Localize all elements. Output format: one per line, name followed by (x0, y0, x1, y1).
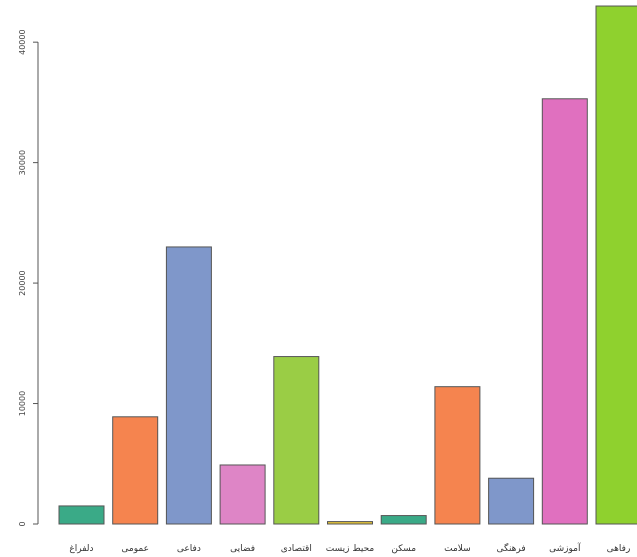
y-tick-label: 0 (18, 521, 27, 526)
bar (380, 515, 427, 525)
x-tick-label: فرهنگی (496, 542, 525, 554)
y-axis: 0 10000 20000 30000 40000 (18, 29, 39, 527)
x-tick-label: اقتصادی (281, 544, 312, 554)
x-tick-label: سلامت (444, 544, 471, 554)
bar (219, 464, 266, 525)
bar (595, 5, 637, 525)
bar (58, 505, 105, 525)
y-tick-label: 20000 (18, 270, 27, 295)
x-tick-label: دلفراغ (69, 544, 93, 554)
x-axis-labels: دلفراغ عمومی دفاعی فضایی اقتصادی محیط زیست مسک… (69, 542, 630, 554)
bar (541, 98, 588, 525)
x-tick-label: محیط زیست (326, 544, 375, 554)
bar (273, 356, 320, 525)
y-tick-label: 40000 (18, 29, 27, 54)
bar (112, 416, 159, 525)
x-tick-label: آموزشی (549, 542, 581, 554)
y-tick-label: 10000 (18, 391, 27, 416)
x-tick-label: مسکن (391, 544, 416, 554)
bar (165, 246, 212, 525)
bar (434, 386, 481, 525)
x-tick-label: فضایی (230, 544, 255, 554)
bar (327, 521, 373, 525)
x-tick-label: عمومی (121, 544, 149, 554)
y-tick-label: 30000 (18, 150, 27, 175)
bars-group (58, 5, 637, 525)
x-tick-label: دفاعی (177, 544, 201, 554)
bar (488, 477, 535, 525)
x-tick-label: رفاهی (607, 544, 631, 554)
